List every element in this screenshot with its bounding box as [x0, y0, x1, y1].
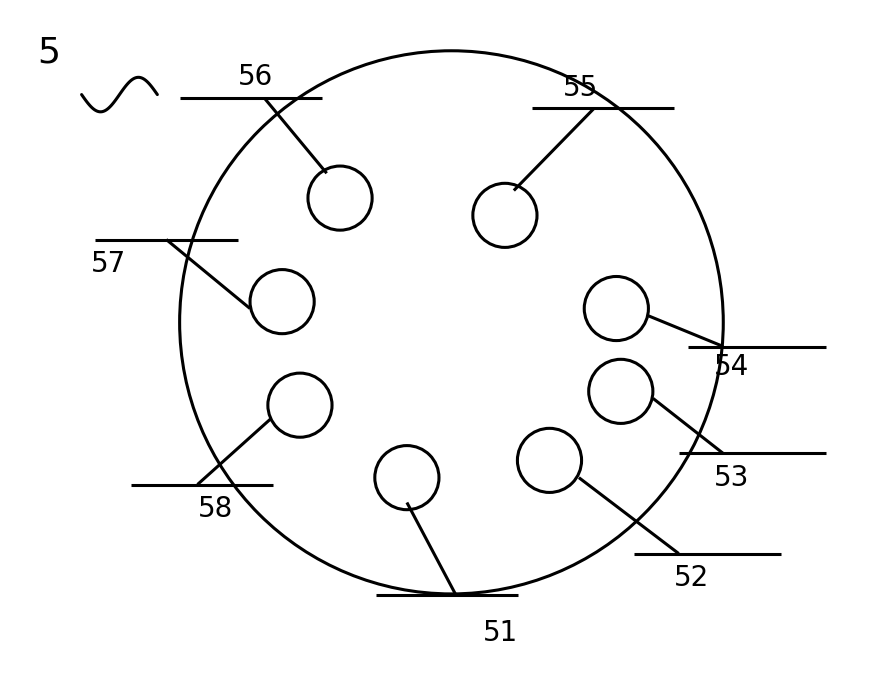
Text: 52: 52 [674, 563, 710, 592]
Text: 5: 5 [37, 36, 60, 70]
Text: 57: 57 [90, 249, 126, 278]
Text: 58: 58 [198, 495, 232, 523]
Text: 56: 56 [238, 63, 273, 91]
Text: 51: 51 [483, 619, 518, 647]
Text: 53: 53 [714, 464, 750, 491]
Text: 55: 55 [563, 73, 598, 102]
Text: 54: 54 [714, 353, 749, 381]
